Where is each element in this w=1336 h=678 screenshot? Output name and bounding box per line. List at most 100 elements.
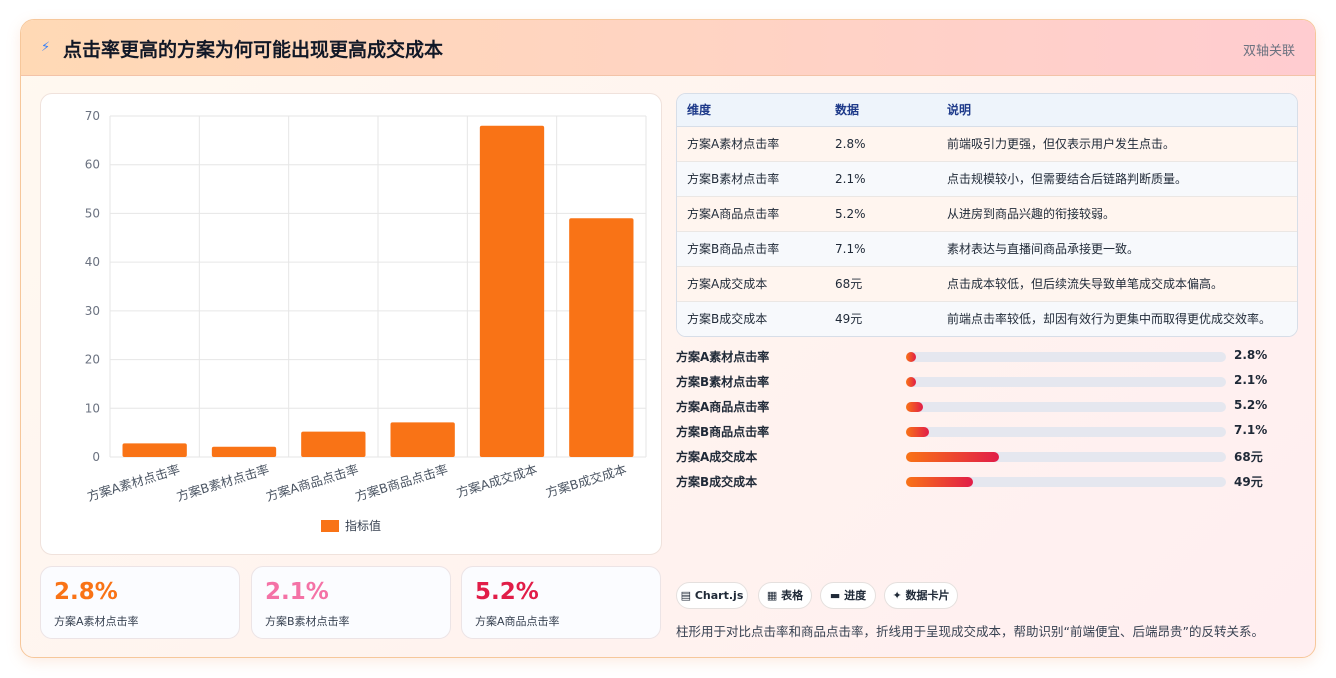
chip-progress[interactable]: ▬ 进度 bbox=[820, 582, 876, 609]
table-cell: 前端点击率较低，却因有效行为更集中而取得更优成交效率。 bbox=[937, 301, 1297, 336]
table-header-cell: 维度 bbox=[677, 94, 825, 127]
progress-value: 49元 bbox=[1234, 475, 1263, 489]
bar bbox=[301, 431, 366, 457]
y-tick-label: 30 bbox=[85, 304, 100, 318]
insight-card: ⚡ 点击率更高的方案为何可能出现更高成交成本 双轴关联 0 10 20 30 40 50 6… bbox=[20, 19, 1316, 658]
table-row: 方案B成交成本 49元 前端点击率较低，却因有效行为更集中而取得更优成交效率。 bbox=[677, 301, 1297, 336]
y-tick-label: 20 bbox=[85, 353, 100, 367]
progress-track bbox=[906, 427, 1226, 437]
progress-fill bbox=[906, 402, 923, 412]
y-tick-label: 60 bbox=[85, 158, 100, 172]
stat-value: 5.2% bbox=[475, 579, 539, 605]
progress-fill bbox=[906, 352, 916, 362]
table-cell: 点击成本较低，但后续流失导致单笔成交成本偏高。 bbox=[937, 266, 1297, 302]
table-cell: 2.1% bbox=[825, 161, 937, 197]
table-cell: 方案B素材点击率 bbox=[677, 161, 825, 197]
table-header-cell: 说明 bbox=[937, 94, 1297, 127]
table-cell: 从进房到商品兴趣的衔接较弱。 bbox=[937, 196, 1297, 232]
lightning-icon: ⚡ bbox=[41, 40, 51, 55]
card-header: ⚡ 点击率更高的方案为何可能出现更高成交成本 双轴关联 bbox=[21, 20, 1315, 76]
chip-label: 表格 bbox=[781, 589, 804, 602]
progress-row: 方案B成交成本 49元 bbox=[676, 471, 1298, 496]
table-cell: 方案A素材点击率 bbox=[677, 126, 825, 162]
progress-row: 方案A商品点击率 5.2% bbox=[676, 396, 1298, 421]
legend-swatch bbox=[321, 520, 339, 532]
bar bbox=[479, 125, 545, 457]
table-row: 方案B素材点击率 2.1% 点击规模较小，但需要结合后链路判断质量。 bbox=[677, 161, 1297, 197]
table-cell: 方案A商品点击率 bbox=[677, 196, 825, 232]
legend-label: 指标值 bbox=[345, 518, 381, 533]
stat-card: 2.8% 方案A素材点击率 bbox=[40, 566, 240, 639]
data-table-panel: 维度 数据 说明 方案A素材点击率 2.8% 前端吸引力更强，但仅表示用户发生点击。… bbox=[676, 93, 1298, 337]
stat-card: 2.1% 方案B素材点击率 bbox=[251, 566, 451, 639]
bar bbox=[211, 446, 277, 457]
table-cell: 49元 bbox=[825, 301, 937, 336]
table-cell: 素材表达与直播间商品承接更一致。 bbox=[937, 231, 1297, 267]
progress-value: 68元 bbox=[1234, 450, 1263, 464]
chart-icon: ▤ bbox=[680, 589, 692, 602]
header-tag: 双轴关联 bbox=[1242, 44, 1295, 59]
x-tick-label: 方案B成交成本 bbox=[544, 461, 629, 500]
progress-fill bbox=[906, 377, 916, 387]
stat-card: 5.2% 方案A商品点击率 bbox=[461, 566, 661, 639]
chip-table[interactable]: ▦ 表格 bbox=[758, 582, 812, 609]
chip-label: Chart.js bbox=[694, 589, 744, 602]
stat-label: 方案A商品点击率 bbox=[475, 615, 560, 628]
progress-fill bbox=[906, 452, 999, 462]
progress-value: 5.2% bbox=[1234, 398, 1268, 412]
progress-track bbox=[906, 477, 1226, 487]
progress-label: 方案B素材点击率 bbox=[676, 375, 770, 389]
progress-value: 7.1% bbox=[1234, 423, 1268, 437]
y-tick-label: 70 bbox=[85, 109, 100, 123]
x-tick-label: 方案A素材点击率 bbox=[85, 462, 181, 504]
progress-label: 方案A成交成本 bbox=[676, 450, 758, 464]
table-icon: ▦ bbox=[766, 589, 778, 602]
table-header-row: 维度 数据 说明 bbox=[677, 94, 1297, 127]
bar-chart: 010203040506070方案A素材点击率方案B素材点击率方案A商品点击率方… bbox=[85, 109, 647, 533]
progress-row: 方案B素材点击率 2.1% bbox=[676, 371, 1298, 396]
y-tick-label: 50 bbox=[85, 206, 100, 220]
bar-chart-panel: 0 10 20 30 40 50 60 70 方案A素材点击率 方案B素材点击率 方案A商品点击率方… bbox=[40, 93, 662, 555]
y-tick-label: 0 bbox=[92, 450, 100, 464]
table-cell: 5.2% bbox=[825, 196, 937, 232]
x-tick-label: 方案B商品点击率 bbox=[353, 462, 449, 504]
progress-track bbox=[906, 402, 1226, 412]
table-row: 方案B商品点击率 7.1% 素材表达与直播间商品承接更一致。 bbox=[677, 231, 1297, 267]
table-cell: 方案B成交成本 bbox=[677, 301, 825, 336]
chip-label: 进度 bbox=[844, 589, 867, 602]
table-row: 方案A素材点击率 2.8% 前端吸引力更强，但仅表示用户发生点击。 bbox=[677, 126, 1297, 162]
progress-value: 2.8% bbox=[1234, 348, 1268, 362]
progress-row: 方案B商品点击率 7.1% bbox=[676, 421, 1298, 446]
chip-data-cards[interactable]: ✦ 数据卡片 bbox=[884, 582, 958, 609]
sparkle-icon: ✦ bbox=[892, 589, 902, 602]
table-cell: 点击规模较小，但需要结合后链路判断质量。 bbox=[937, 161, 1297, 197]
table-cell: 7.1% bbox=[825, 231, 937, 267]
bar bbox=[122, 443, 187, 457]
bar bbox=[569, 218, 634, 457]
x-tick-label: 方案B素材点击率 bbox=[175, 462, 271, 504]
table-cell: 方案B商品点击率 bbox=[677, 231, 825, 267]
bar bbox=[390, 422, 455, 457]
footnote: 柱形用于对比点击率和商品点击率，折线用于呈现成交成本，帮助识别“前端便宜、后端昂… bbox=[676, 624, 1264, 639]
y-tick-label: 10 bbox=[85, 401, 100, 415]
data-table: 维度 数据 说明 方案A素材点击率 2.8% 前端吸引力更强，但仅表示用户发生点击。… bbox=[677, 94, 1297, 336]
progress-fill bbox=[906, 427, 929, 437]
progress-list: 方案A素材点击率 2.8% 方案B素材点击率 2.1% 方案A商品点击率 5.2% 方案B商… bbox=[676, 346, 1298, 496]
table-cell: 2.8% bbox=[825, 126, 937, 162]
table-header-cell: 数据 bbox=[825, 94, 937, 127]
table-row: 方案A成交成本 68元 点击成本较低，但后续流失导致单笔成交成本偏高。 bbox=[677, 266, 1297, 302]
chip-chartjs[interactable]: ▤ Chart.js bbox=[676, 582, 748, 609]
table-cell: 68元 bbox=[825, 266, 937, 302]
progress-label: 方案A素材点击率 bbox=[676, 350, 770, 364]
stat-value: 2.8% bbox=[54, 579, 118, 605]
progress-track bbox=[906, 452, 1226, 462]
progress-label: 方案B商品点击率 bbox=[676, 425, 770, 439]
chip-label: 数据卡片 bbox=[905, 589, 950, 602]
progress-value: 2.1% bbox=[1234, 373, 1268, 387]
x-tick-label: 方案A商品点击率 bbox=[264, 462, 360, 504]
progress-label: 方案B成交成本 bbox=[676, 475, 758, 489]
card-title: 点击率更高的方案为何可能出现更高成交成本 bbox=[63, 39, 444, 61]
progress-track bbox=[906, 377, 1226, 387]
progress-label: 方案A商品点击率 bbox=[676, 400, 770, 414]
table-row: 方案A商品点击率 5.2% 从进房到商品兴趣的衔接较弱。 bbox=[677, 196, 1297, 232]
